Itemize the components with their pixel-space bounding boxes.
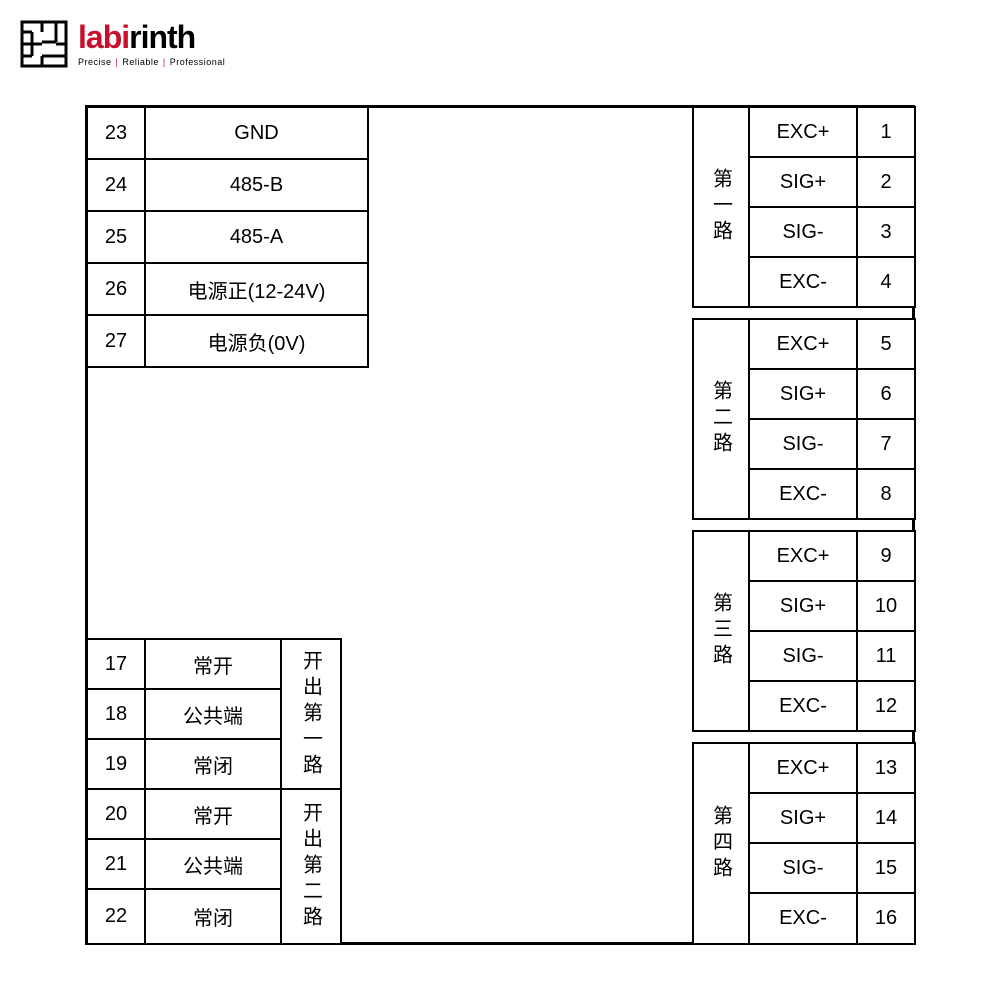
tagline-word: Precise — [78, 57, 112, 67]
pin-number: 16 — [856, 892, 916, 945]
pin-number: 13 — [856, 742, 916, 794]
pin-number: 9 — [856, 530, 916, 582]
signal-label: EXC- — [748, 680, 858, 732]
brand-name-part2: rinth — [129, 19, 195, 55]
pin-number: 11 — [856, 630, 916, 682]
channel-group-label: 第二路 — [692, 318, 750, 520]
signal-label: SIG- — [748, 630, 858, 682]
signal-label: EXC+ — [748, 318, 858, 370]
pin-label: 常闭 — [144, 888, 282, 945]
brand-tagline: Precise|Reliable|Professional — [78, 57, 225, 67]
pin-label: 常开 — [144, 788, 282, 840]
pin-number: 17 — [86, 638, 146, 690]
channel-group-label: 第四路 — [692, 742, 750, 945]
signal-label: EXC- — [748, 256, 858, 308]
pin-number: 1 — [856, 106, 916, 158]
pin-label: 常闭 — [144, 738, 282, 790]
signal-label: EXC+ — [748, 106, 858, 158]
signal-label: EXC- — [748, 892, 858, 945]
channel-group-label: 第一路 — [692, 106, 750, 308]
signal-label: EXC- — [748, 468, 858, 520]
brand-name-part1: labi — [78, 19, 129, 55]
pin-label: 常开 — [144, 638, 282, 690]
signal-label: SIG- — [748, 206, 858, 258]
brand-name: labirinth — [78, 21, 225, 53]
pin-label: 公共端 — [144, 688, 282, 740]
pin-label: 485-A — [144, 210, 369, 264]
pin-number: 4 — [856, 256, 916, 308]
pin-number: 3 — [856, 206, 916, 258]
pin-number: 21 — [86, 838, 146, 890]
pin-number: 12 — [856, 680, 916, 732]
pinout-diagram: 23 GND 24 485-B 25 485-A 26 电源正(12-24V) … — [85, 105, 915, 945]
tagline-word: Professional — [170, 57, 226, 67]
pin-number: 25 — [86, 210, 146, 264]
pin-number: 20 — [86, 788, 146, 840]
signal-label: EXC+ — [748, 742, 858, 794]
logo-text: labirinth Precise|Reliable|Professional — [78, 21, 225, 67]
pin-number: 14 — [856, 792, 916, 844]
output-group-label: 开出第一路 — [280, 638, 342, 792]
pin-label: 电源负(0V) — [144, 314, 369, 368]
channel-group-label: 第三路 — [692, 530, 750, 732]
pin-number: 18 — [86, 688, 146, 740]
pin-number: 8 — [856, 468, 916, 520]
pin-number: 7 — [856, 418, 916, 470]
tagline-word: Reliable — [122, 57, 159, 67]
signal-label: SIG- — [748, 842, 858, 894]
pin-label: 公共端 — [144, 838, 282, 890]
pin-number: 19 — [86, 738, 146, 790]
pin-number: 23 — [86, 106, 146, 160]
output-group-label: 开出第二路 — [280, 788, 342, 945]
signal-label: SIG+ — [748, 368, 858, 420]
pin-number: 27 — [86, 314, 146, 368]
pin-number: 10 — [856, 580, 916, 632]
pin-number: 15 — [856, 842, 916, 894]
signal-label: SIG+ — [748, 156, 858, 208]
pin-label: GND — [144, 106, 369, 160]
signal-label: EXC+ — [748, 530, 858, 582]
signal-label: SIG- — [748, 418, 858, 470]
logo: labirinth Precise|Reliable|Professional — [20, 20, 225, 68]
pin-number: 5 — [856, 318, 916, 370]
pin-number: 22 — [86, 888, 146, 945]
pin-number: 26 — [86, 262, 146, 316]
pin-number: 6 — [856, 368, 916, 420]
pin-label: 485-B — [144, 158, 369, 212]
pin-number: 2 — [856, 156, 916, 208]
signal-label: SIG+ — [748, 792, 858, 844]
pin-label: 电源正(12-24V) — [144, 262, 369, 316]
signal-label: SIG+ — [748, 580, 858, 632]
maze-icon — [20, 20, 68, 68]
pin-number: 24 — [86, 158, 146, 212]
